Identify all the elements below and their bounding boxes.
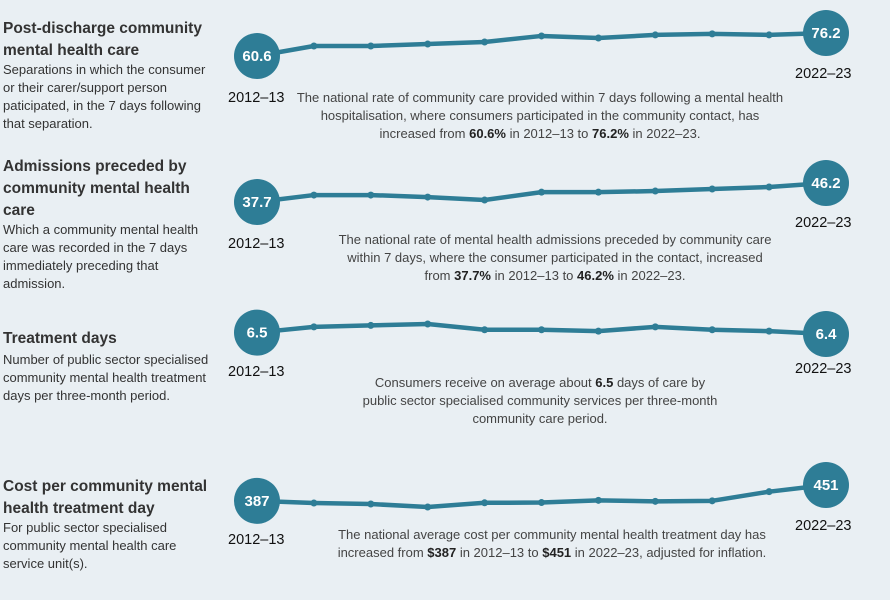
data-label: 451	[813, 477, 838, 494]
data-point	[708, 497, 716, 505]
note-text: The national rate of mental health admis…	[338, 232, 772, 283]
end-value-circle	[803, 160, 849, 206]
summary-note: The national rate of mental health admis…	[335, 231, 775, 285]
data-point	[367, 321, 375, 329]
start-year-label: 2012–13	[228, 90, 285, 106]
data-point	[594, 496, 602, 504]
data-point	[651, 497, 659, 505]
note-text: The national average cost per community …	[337, 527, 766, 560]
end-year-label: 2022–23	[795, 518, 852, 534]
data-point	[424, 503, 432, 511]
start-value-circle	[234, 309, 280, 356]
start-year-label: 2012–13	[228, 236, 285, 252]
note-text: in 2012–13 to	[505, 126, 593, 141]
highlight-value: 6.5	[595, 375, 614, 390]
start-year-label: 2012–13	[228, 364, 285, 380]
data-point	[367, 500, 375, 508]
data-point	[708, 30, 716, 38]
note-text: in 2022–23.	[613, 268, 686, 283]
data-point	[765, 327, 773, 335]
data-label: 387	[244, 493, 269, 510]
highlight-value: $451	[542, 545, 572, 560]
data-point	[765, 31, 773, 39]
data-point	[651, 323, 659, 331]
highlight-value: 46.2%	[577, 268, 614, 283]
data-point	[481, 196, 489, 204]
data-point	[594, 327, 602, 335]
data-label: 46.2	[811, 175, 840, 192]
data-point	[481, 38, 489, 46]
end-value-circle	[803, 462, 849, 508]
data-label: 37.7	[242, 194, 271, 211]
data-point	[481, 499, 489, 507]
data-point	[538, 326, 545, 334]
start-year-label: 2012–13	[228, 532, 285, 548]
summary-note: The national average cost per community …	[332, 526, 772, 562]
section-title: Admissions preceded by community mental …	[3, 158, 190, 219]
data-point	[538, 32, 545, 40]
note-text: in 2022–23, adjusted for inflation.	[571, 545, 767, 560]
data-point	[367, 42, 375, 50]
sparkline-2: 37.7 46.2	[234, 160, 849, 225]
summary-note: Consumers receive on average about 6.5 d…	[360, 374, 720, 428]
end-year-label: 2022–23	[795, 66, 852, 82]
data-point	[310, 191, 318, 199]
section-title: Post-discharge community mental health c…	[3, 20, 202, 59]
highlight-value: 76.2%	[592, 126, 629, 141]
section-description: Which a community mental health care was…	[3, 222, 199, 291]
highlight-value: $387	[427, 545, 457, 560]
summary-note: The national rate of community care prov…	[295, 89, 785, 143]
data-point	[708, 326, 716, 334]
start-value-circle	[234, 179, 280, 225]
section-description: Number of public sector specialised comm…	[3, 352, 209, 403]
end-value-circle	[803, 10, 849, 56]
data-point	[538, 499, 545, 507]
highlight-value: 60.6%	[469, 126, 506, 141]
data-point	[310, 42, 318, 50]
start-value-circle	[234, 477, 280, 524]
sparkline-4: 387 451	[234, 462, 849, 524]
note-text: in 2012–13 to	[456, 545, 543, 560]
note-text: in 2022–23.	[628, 126, 701, 141]
note-text: days of care by public sector specialise…	[362, 375, 718, 426]
note-text: in 2012–13 to	[491, 268, 578, 283]
data-point	[367, 191, 375, 199]
data-label: 6.4	[816, 326, 838, 343]
end-year-label: 2022–23	[795, 215, 852, 231]
note-text: Consumers receive on average about	[374, 375, 596, 390]
data-point	[765, 183, 773, 191]
data-label: 6.5	[247, 325, 268, 342]
section-description: Separations in which the consumer or the…	[3, 62, 206, 131]
data-point	[708, 185, 716, 193]
data-label: 76.2	[811, 25, 840, 42]
note-text: The national rate of community care prov…	[296, 90, 784, 141]
section-title: Treatment days	[3, 330, 117, 347]
data-point	[594, 34, 602, 42]
data-point	[424, 40, 432, 48]
sparkline-1: 60.6 76.2	[234, 10, 849, 79]
data-point	[651, 187, 659, 195]
data-point	[538, 188, 545, 196]
highlight-value: 37.7%	[454, 268, 491, 283]
data-point	[765, 488, 773, 496]
data-point	[481, 326, 489, 334]
data-label: 60.6	[242, 48, 271, 65]
data-point	[310, 323, 318, 331]
sparkline-3: 6.5 6.4	[234, 309, 849, 357]
start-value-circle	[234, 33, 280, 79]
end-value-circle	[803, 311, 849, 357]
end-year-label: 2022–23	[795, 361, 852, 377]
data-point	[424, 320, 432, 328]
section-description: For public sector specialised community …	[3, 520, 177, 571]
data-point	[310, 499, 318, 507]
data-point	[424, 193, 432, 201]
data-point	[594, 188, 602, 196]
section-title: Cost per community mental health treatme…	[3, 478, 208, 517]
data-point	[651, 31, 659, 39]
